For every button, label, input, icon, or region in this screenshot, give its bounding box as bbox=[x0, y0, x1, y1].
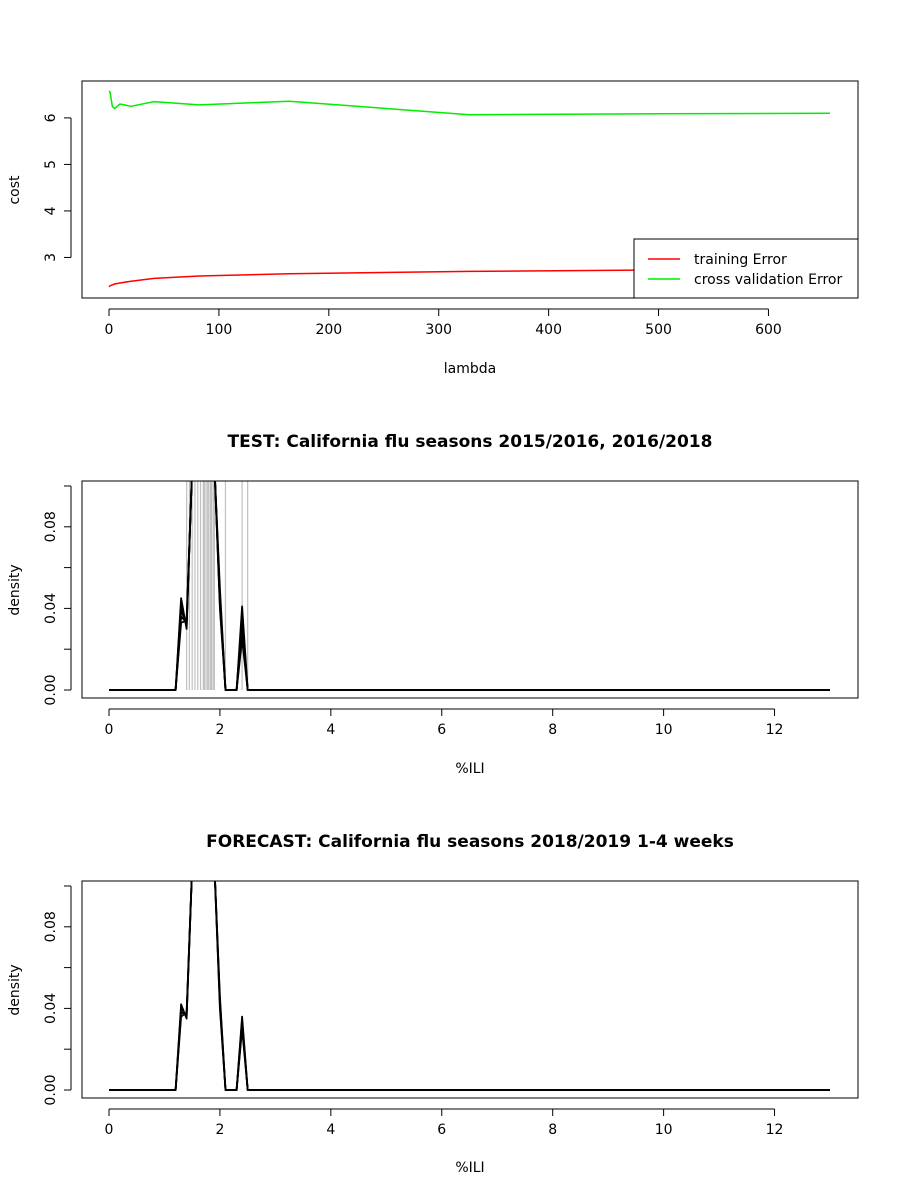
plot-frame bbox=[81, 480, 859, 699]
y-tick-label: 0.08 bbox=[43, 511, 59, 542]
series-line-training-error bbox=[108, 268, 831, 288]
chart-title: FORECAST: California flu seasons 2018/20… bbox=[206, 832, 734, 852]
x-tick-label: 8 bbox=[548, 1122, 557, 1138]
x-tick-label: 2 bbox=[215, 1122, 224, 1138]
plot-area: 0 2 4 6 8 10 12 0.00 0.04 0.08 bbox=[43, 480, 859, 738]
x-tick-label: 8 bbox=[548, 722, 557, 738]
y-tick-label: 3 bbox=[43, 253, 59, 262]
plot-area: 0 100 200 300 400 500 600 3 4 5 6 bbox=[43, 80, 859, 338]
x-axis-label: %ILI bbox=[455, 1160, 484, 1176]
x-tick-label: 300 bbox=[425, 322, 452, 338]
y-tick-label: 0.08 bbox=[43, 911, 59, 942]
legend-label-training: training Error bbox=[694, 252, 787, 268]
x-tick-label: 200 bbox=[315, 322, 342, 338]
x-tick-label: 0 bbox=[105, 722, 114, 738]
y-axis-label: density bbox=[7, 964, 23, 1015]
density-line bbox=[109, 481, 830, 691]
plot-marks bbox=[108, 90, 831, 288]
y-tick-label: 0.04 bbox=[43, 993, 59, 1024]
x-axis-label: lambda bbox=[444, 361, 496, 377]
x-tick-label: 600 bbox=[755, 322, 782, 338]
x-tick-label: 6 bbox=[437, 1122, 446, 1138]
x-tick-label: 0 bbox=[105, 1122, 114, 1138]
x-tick-label: 4 bbox=[326, 722, 335, 738]
y-tick-label: 0.00 bbox=[43, 674, 59, 705]
x-tick-label: 2 bbox=[215, 722, 224, 738]
y-tick-label: 6 bbox=[43, 113, 59, 122]
legend-label-cv: cross validation Error bbox=[694, 272, 842, 288]
plot-marks bbox=[109, 881, 830, 1091]
x-tick-label: 10 bbox=[655, 722, 673, 738]
y-axis-label: cost bbox=[7, 175, 23, 205]
y-tick-label: 0.04 bbox=[43, 593, 59, 624]
x-tick-label: 12 bbox=[766, 1122, 784, 1138]
y-tick-label: 5 bbox=[43, 160, 59, 169]
plot-area: 0 2 4 6 8 10 12 0.00 0.04 0.08 bbox=[43, 880, 859, 1138]
test-density-panel: TEST: California flu seasons 2015/2016, … bbox=[7, 432, 859, 777]
x-tick-label: 100 bbox=[206, 322, 233, 338]
legend: training Error cross validation Error bbox=[633, 238, 859, 299]
x-tick-label: 400 bbox=[535, 322, 562, 338]
x-tick-label: 0 bbox=[105, 322, 114, 338]
cost-lambda-panel: lambda cost 0 100 200 300 400 500 600 3 4 5 6 trai… bbox=[7, 80, 859, 377]
density-line bbox=[109, 881, 830, 1091]
x-axis-label: %ILI bbox=[455, 761, 484, 777]
forecast-density-panel: FORECAST: California flu seasons 2018/20… bbox=[7, 832, 859, 1176]
x-tick-label: 10 bbox=[655, 1122, 673, 1138]
x-tick-label: 500 bbox=[645, 322, 672, 338]
y-tick-label: 0.00 bbox=[43, 1074, 59, 1105]
series-line-cross-validation-error bbox=[108, 90, 831, 116]
plot-frame bbox=[81, 80, 859, 299]
legend-box bbox=[633, 238, 859, 299]
x-tick-label: 6 bbox=[437, 722, 446, 738]
x-tick-label: 12 bbox=[766, 722, 784, 738]
x-tick-label: 4 bbox=[326, 1122, 335, 1138]
plot-marks bbox=[109, 481, 830, 691]
y-axis-label: density bbox=[7, 564, 23, 615]
y-tick-label: 4 bbox=[43, 206, 59, 215]
chart-title: TEST: California flu seasons 2015/2016, … bbox=[228, 432, 713, 452]
plot-frame bbox=[81, 880, 859, 1099]
